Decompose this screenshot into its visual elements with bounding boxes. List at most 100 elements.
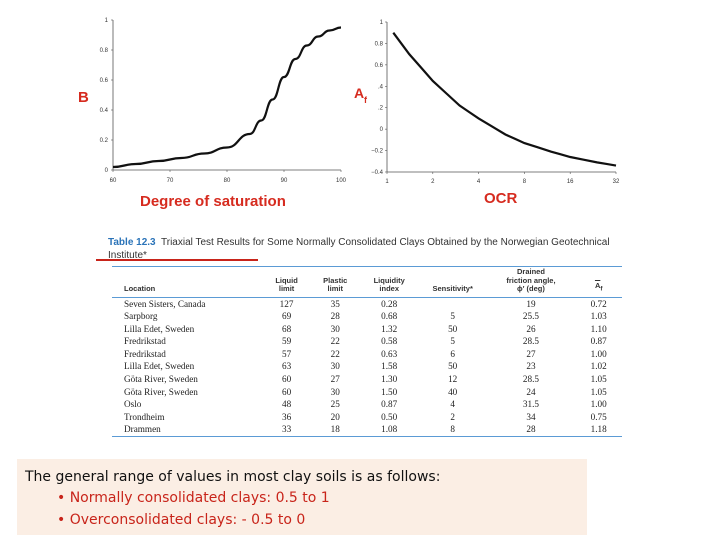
y-tick-label: 0.4 — [100, 108, 109, 114]
table-cell: 127 — [279, 298, 294, 309]
col-sensitivity: Sensitivity* — [432, 284, 473, 293]
y-tick-label: 0.8 — [100, 48, 109, 54]
table-body: Seven Sisters, Canada 127 35 0.28 19 0.72 Sarp… — [112, 297, 622, 437]
table-cell: 60 — [281, 374, 292, 385]
table-cell: 50 — [448, 323, 458, 334]
table-cell: 20 — [330, 411, 340, 422]
y-tick-label: .4 — [378, 84, 384, 90]
table-row: Fredrikstad 57 22 0.63 6 27 1.00 — [112, 348, 622, 361]
af-axis-label-sub: f — [364, 95, 368, 105]
table-header-row: Location Liquid limit Plastic limit Liquid… — [112, 266, 622, 297]
note-bullet-normally-consolidated: • Normally consolidated clays: 0.5 to 1 — [57, 490, 330, 506]
table-cell: 60 — [281, 386, 292, 397]
x-tick-label: 90 — [281, 178, 288, 184]
table-cell: 19 — [526, 298, 536, 309]
x-tick-label: 16 — [567, 179, 574, 185]
col-af: Af — [594, 280, 603, 292]
x-label-saturation: Degree of saturation — [140, 193, 286, 210]
x-tick-label: 32 — [613, 179, 620, 185]
table-row: Lilla Edet, Sweden 68 30 1.32 50 26 1.10 — [112, 323, 622, 336]
x-tick-label: 4 — [477, 179, 481, 185]
table-row: Oslo 48 25 0.87 4 31.5 1.00 — [112, 398, 622, 411]
table-cell: 1.08 — [381, 424, 398, 435]
x-tick-label: 2 — [431, 179, 435, 185]
table-cell: 30 — [330, 361, 340, 372]
table-cell: 50 — [448, 361, 458, 372]
table-cell: 2 — [450, 411, 455, 422]
y-tick-label: 0.8 — [375, 41, 384, 47]
x-tick-label: 60 — [110, 178, 117, 184]
table-cell: 23 — [526, 361, 536, 372]
table-cell: Göta River, Sweden — [124, 386, 198, 397]
table-number: Table 12.3 — [108, 237, 156, 248]
table-cell: 5 — [450, 311, 455, 322]
triaxial-results-table: Location Liquid limit Plastic limit Liquid… — [112, 266, 622, 437]
col-location: Location — [124, 284, 156, 293]
table-cell: 6 — [450, 348, 455, 359]
table-row: Trondheim 36 20 0.50 2 34 0.75 — [112, 411, 622, 424]
table-cell: 1.18 — [590, 424, 607, 435]
table-cell: 1.02 — [590, 361, 607, 372]
table-cell: Sarpborg — [124, 311, 158, 322]
table-cell: Trondheim — [124, 411, 165, 422]
table-cell: 48 — [281, 399, 292, 410]
col-liquid-limit: Liquid limit — [275, 275, 298, 293]
table-cell: 1.10 — [590, 323, 607, 334]
table-cell: 68 — [281, 323, 292, 334]
clay-range-note: The general range of values in most clay… — [17, 459, 587, 535]
table-cell: 28 — [526, 424, 536, 435]
x-tick-label: 1 — [385, 179, 389, 185]
table-cell: Oslo — [124, 399, 142, 410]
af-vs-ocr-chart: −0.4 −0.2 0 .2 .4 0.6 0.8 1 1 2 4 8 16 32 — [371, 20, 620, 185]
y-tick-label: 0.6 — [100, 78, 109, 84]
table-row: Sarpborg 69 28 0.68 5 25.5 1.03 — [112, 310, 622, 323]
table-cell: 25.5 — [522, 311, 539, 322]
table-row: Drammen 33 18 1.08 8 28 1.18 — [112, 423, 622, 437]
table-cell: 0.28 — [381, 298, 398, 309]
x-tick-label: 80 — [224, 178, 231, 184]
table-cell: 0.68 — [381, 311, 398, 322]
y-tick-label: .2 — [378, 106, 384, 112]
table-row: Lilla Edet, Sweden 63 30 1.58 50 23 1.02 — [112, 360, 622, 373]
col-liquidity-index: Liquidity index — [373, 275, 405, 293]
table-cell: Lilla Edet, Sweden — [124, 323, 195, 334]
table-cell: Seven Sisters, Canada — [124, 298, 206, 309]
table-cell: 1.32 — [381, 323, 398, 334]
table-cell: 26 — [526, 323, 536, 334]
table-cell: 1.05 — [590, 374, 607, 385]
table-cell: 18 — [330, 424, 340, 435]
table-cell: 31.5 — [522, 399, 539, 410]
af-axis-label: A — [354, 85, 364, 101]
table-cell: 22 — [330, 336, 340, 347]
table-cell — [419, 297, 487, 310]
table-cell: 1.03 — [590, 311, 607, 322]
table-cell: 35 — [330, 298, 340, 309]
y-tick-label: 0 — [105, 168, 109, 174]
table-cell: 59 — [281, 336, 292, 347]
table-row: Fredrikstad 59 22 0.58 5 28.5 0.87 — [112, 335, 622, 348]
table-cell: 0.50 — [381, 411, 398, 422]
col-friction-angle: Drained friction angle, ϕ′ (deg) — [506, 267, 556, 293]
table-cell: 0.87 — [590, 336, 607, 347]
table-cell: 36 — [281, 411, 292, 422]
table-cell: 1.05 — [590, 386, 607, 397]
y-tick-label: 1 — [105, 18, 109, 24]
table-cell: 12 — [448, 374, 458, 385]
table-cell: 27 — [330, 374, 340, 385]
table-cell: 63 — [281, 361, 292, 372]
table-cell: 0.87 — [381, 399, 398, 410]
table-cell: 22 — [330, 348, 340, 359]
table-cell: 4 — [450, 399, 455, 410]
table-cell: 57 — [281, 348, 292, 359]
table-cell: 33 — [281, 424, 292, 435]
table-cell: 28.5 — [522, 336, 539, 347]
table-cell: 8 — [450, 424, 455, 435]
col-plastic-limit: Plastic limit — [323, 275, 348, 293]
table-cell: Fredrikstad — [124, 336, 166, 347]
x-tick-label: 100 — [336, 178, 347, 184]
table-cell: Göta River, Sweden — [124, 374, 198, 385]
table-cell: 40 — [448, 386, 458, 397]
b-vs-saturation-chart: 0 0.2 0.4 0.6 0.8 1 60 70 80 90 100 — [100, 18, 347, 184]
y-tick-label: 0.2 — [100, 138, 109, 144]
